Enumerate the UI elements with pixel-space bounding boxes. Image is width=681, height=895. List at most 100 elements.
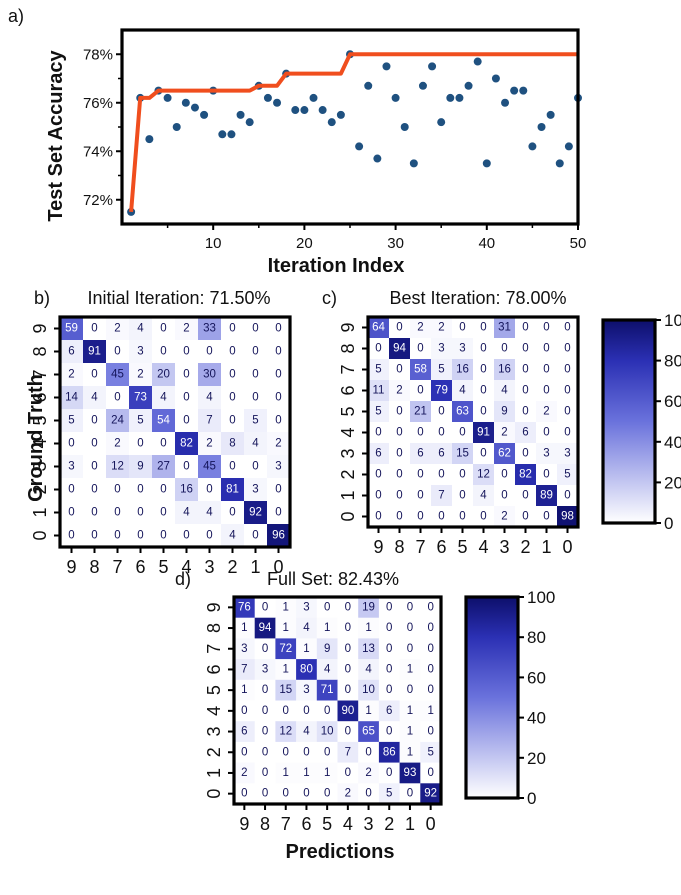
cell-value: 0: [252, 461, 258, 473]
cell-value: 3: [438, 343, 444, 355]
data-point: [555, 159, 564, 168]
matrix-cell: [296, 741, 318, 763]
matrix-cell: [420, 762, 442, 784]
matrix-cell: [557, 317, 579, 339]
matrix-cell: [452, 359, 474, 381]
cell-value: 0: [262, 788, 268, 800]
matrix-cell: [536, 359, 558, 381]
cell-value: 0: [91, 461, 97, 473]
matrix-cell: [431, 359, 453, 381]
cell-value: 0: [386, 601, 392, 613]
cell-value: 11: [373, 385, 385, 397]
cell-value: 5: [375, 406, 381, 418]
matrix-cell: [378, 617, 400, 639]
matrix-cell: [254, 762, 276, 784]
cell-value: 65: [362, 726, 375, 738]
matrix-cell: [494, 485, 516, 507]
matrix-cell: [410, 359, 432, 381]
matrix-cell: [410, 338, 432, 360]
data-point: [309, 93, 318, 102]
x-tick-label: 0: [562, 537, 572, 557]
matrix-cell: [399, 679, 421, 701]
matrix-cell: [378, 783, 400, 805]
matrix-cell: [175, 386, 199, 410]
y-tick-label: 5: [338, 406, 358, 416]
matrix-cell: [267, 340, 291, 364]
matrix-cell: [60, 340, 84, 364]
cell-value: 0: [375, 427, 381, 439]
matrix-cell: [316, 741, 338, 763]
data-point: [227, 130, 236, 139]
y-tick-label: 72%: [83, 192, 113, 209]
cell-value: 0: [345, 767, 351, 779]
cell-value: 0: [427, 622, 433, 634]
matrix-cell: [106, 501, 130, 525]
matrix-cell: [536, 380, 558, 402]
x-tick-label: 1: [541, 537, 551, 557]
cell-value: 9: [324, 643, 330, 655]
initial-matrix-title: Initial Iteration: 71.50%: [87, 288, 270, 308]
matrix-cell: [175, 409, 199, 433]
cell-value: 0: [262, 767, 268, 779]
cell-value: 0: [91, 369, 97, 381]
cell-value: 0: [386, 663, 392, 675]
cell-value: 0: [324, 788, 330, 800]
cell-value: 0: [407, 622, 413, 634]
cell-value: 1: [241, 622, 247, 634]
matrix-cell: [473, 464, 495, 486]
matrix-frame: [366, 315, 580, 529]
matrix-cell: [275, 721, 297, 743]
matrix-cell: [452, 485, 474, 507]
cell-value: 2: [438, 322, 444, 334]
matrix-cell: [234, 659, 255, 681]
cell-value: 0: [365, 746, 371, 758]
matrix-cell: [244, 455, 268, 479]
matrix-cell: [431, 338, 453, 360]
matrix-cell: [129, 455, 153, 479]
cell-value: 0: [206, 484, 212, 496]
panel-label-a: a): [8, 6, 24, 26]
cell-value: 2: [365, 767, 371, 779]
x-tick-label: 7: [281, 814, 291, 834]
cell-value: 4: [137, 323, 144, 335]
matrix-cell: [452, 464, 474, 486]
matrix-cell: [221, 317, 245, 341]
matrix-cell: [378, 762, 400, 784]
data-point: [418, 81, 427, 90]
matrix-cell: [106, 317, 130, 341]
matrix-cell: [494, 380, 516, 402]
matrix-cell: [296, 762, 318, 784]
cell-value: 3: [137, 346, 143, 358]
x-tick-label: 40: [478, 235, 495, 252]
matrix-cell: [337, 617, 359, 639]
matrix-cell: [389, 380, 411, 402]
data-point: [491, 74, 500, 83]
cell-value: 91: [477, 427, 490, 439]
cell-value: 9: [137, 461, 143, 473]
matrix-cell: [60, 524, 84, 548]
cell-value: 0: [427, 767, 433, 779]
y-tick-label: 8: [338, 343, 358, 353]
cell-value: 0: [396, 469, 402, 481]
cell-value: 82: [519, 469, 532, 481]
cell-value: 0: [252, 530, 258, 542]
matrix-cell: [198, 409, 222, 433]
matrix-cell: [420, 721, 442, 743]
matrix-cell: [267, 363, 291, 387]
x-tick-label: 0: [426, 814, 436, 834]
x-tick-label: 9: [239, 814, 249, 834]
matrix-cell: [175, 363, 199, 387]
matrix-cell: [536, 506, 558, 528]
cell-value: 3: [252, 484, 258, 496]
matrix-cell: [198, 478, 222, 502]
matrix-cell: [420, 638, 442, 660]
cell-value: 3: [262, 663, 268, 675]
cell-value: 10: [362, 684, 375, 696]
matrix-cell: [254, 679, 276, 701]
cell-value: 2: [68, 369, 74, 381]
matrix-cell: [420, 741, 442, 763]
matrix-cell: [198, 317, 222, 341]
cell-value: 0: [262, 684, 268, 696]
matrix-cell: [420, 617, 442, 639]
matrix-cell: [431, 317, 453, 339]
